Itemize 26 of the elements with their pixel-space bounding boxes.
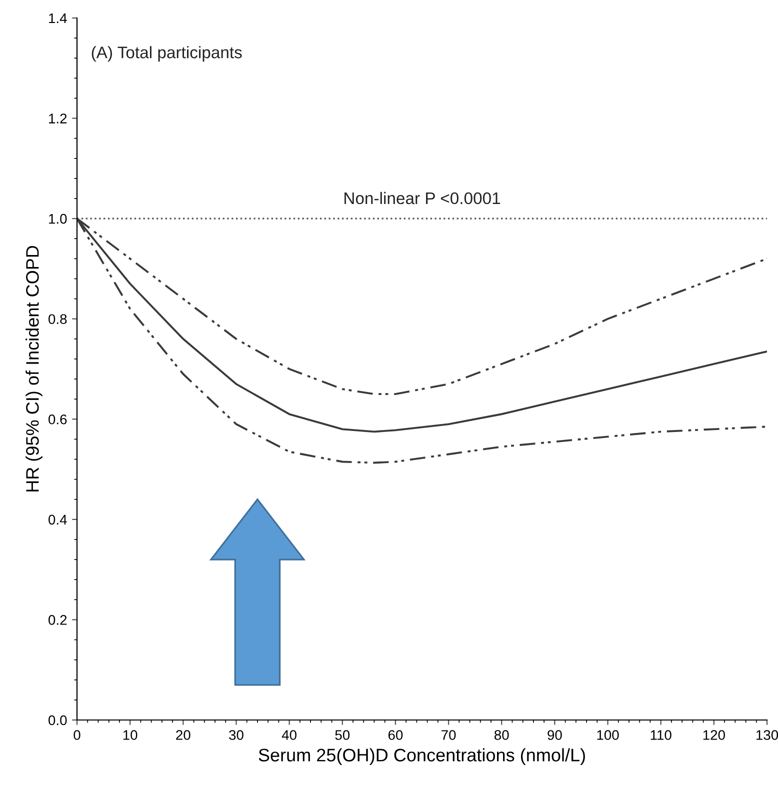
x-tick-label: 0 [74, 730, 80, 740]
text: (A) Total participants [92, 46, 242, 62]
y-tick-label: 0.4 [48, 514, 67, 525]
x-tick-label: 110 [650, 730, 672, 740]
x-tick-label: 100 [597, 730, 619, 740]
y-tick-label: 0.6 [48, 414, 67, 424]
x-axis-title: Serum 25(OH)D Concentrations (nmol/L) [258, 748, 585, 766]
x-tick-label: 50 [335, 730, 350, 740]
y-tick-label: 0.2 [48, 615, 67, 625]
y-tick-label: 1.4 [49, 13, 67, 24]
x-tick-label: 130 [756, 730, 778, 740]
x-tick-label: 80 [494, 730, 509, 740]
y-tick-label: 0.8 [48, 314, 67, 324]
x-tick-label: 120 [703, 730, 725, 740]
x-tick-label: 10 [123, 730, 138, 740]
x-tick-label: 30 [229, 730, 244, 740]
x-tick-label: 90 [548, 730, 562, 740]
y-tick-label: 0.0 [48, 715, 67, 726]
x-tick-label: 40 [282, 730, 296, 740]
x-tick-label: 70 [442, 730, 456, 740]
y-tick-label: 1.2 [49, 114, 67, 124]
annotation: Non-linear P <0.0001 [344, 192, 500, 204]
y-tick-label: 1.0 [49, 214, 67, 224]
x-tick-label: 60 [388, 730, 403, 740]
x-tick-label: 20 [176, 730, 190, 740]
y-axis-title: HR (95% CI) of Incident COPD [26, 246, 42, 492]
